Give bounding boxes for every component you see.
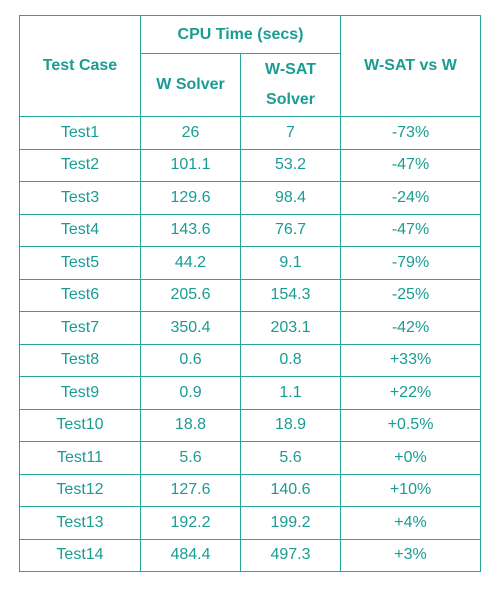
cell-w-sat-vs-w: -73% (340, 116, 482, 150)
cell-test-case: Test9 (19, 376, 141, 410)
cell-w-solver: 143.6 (140, 213, 241, 247)
header-w-sat-solver: W-SAT Solver (239, 53, 342, 117)
cell-test-case: Test7 (19, 311, 141, 345)
cell-test-case: Test5 (19, 246, 141, 280)
table-body: Test1 26 7 -73% Test2 101.1 53.2 -47% Test3 129.6… (19, 116, 482, 572)
cell-w-sat-solver: 53.2 (239, 148, 342, 182)
cell-w-solver: 205.6 (140, 278, 241, 312)
cell-w-solver: 5.6 (140, 441, 241, 475)
cell-w-sat-vs-w: +10% (340, 473, 482, 507)
cell-w-sat-solver: 76.7 (239, 213, 342, 247)
cell-w-solver: 350.4 (140, 311, 241, 345)
cell-w-sat-solver: 98.4 (239, 181, 342, 215)
cell-w-sat-vs-w: +3% (340, 538, 482, 572)
header-w-sat-vs-w: W-SAT vs W (340, 15, 482, 117)
cell-w-sat-solver: 140.6 (239, 473, 342, 507)
cell-w-sat-vs-w: -25% (340, 278, 482, 312)
table-row: Test7 350.4 203.1 -42% (19, 311, 482, 345)
table-row: Test1 26 7 -73% (19, 116, 482, 150)
header-cpu-time: CPU Time (secs) (139, 15, 342, 54)
cell-test-case: Test3 (19, 181, 141, 215)
cell-w-sat-vs-w: +33% (340, 343, 482, 377)
cell-test-case: Test10 (19, 408, 141, 442)
cell-w-sat-vs-w: -47% (340, 148, 482, 182)
table-row: Test10 18.8 18.9 +0.5% (19, 408, 482, 442)
table-row: Test14 484.4 497.3 +3% (19, 538, 482, 572)
cell-w-sat-solver: 1.1 (239, 376, 342, 410)
header-w-solver: W Solver (140, 53, 241, 117)
cell-w-solver: 18.8 (140, 408, 241, 442)
table-row: Test11 5.6 5.6 +0% (19, 441, 482, 475)
cell-test-case: Test4 (19, 213, 141, 247)
cell-w-solver: 26 (140, 116, 241, 150)
header-test-case: Test Case (19, 15, 141, 117)
cell-test-case: Test11 (19, 441, 141, 475)
table-row: Test2 101.1 53.2 -47% (19, 148, 482, 182)
cell-w-sat-solver: 9.1 (239, 246, 342, 280)
cell-w-sat-vs-w: -47% (340, 213, 482, 247)
cell-w-sat-solver: 154.3 (239, 278, 342, 312)
cell-w-sat-vs-w: +22% (340, 376, 482, 410)
cell-w-sat-solver: 7 (239, 116, 342, 150)
cell-w-sat-solver: 18.9 (239, 408, 342, 442)
cell-test-case: Test12 (19, 473, 141, 507)
cell-w-solver: 129.6 (140, 181, 241, 215)
cell-w-sat-vs-w: +0.5% (340, 408, 482, 442)
table-row: Test6 205.6 154.3 -25% (19, 278, 482, 312)
cell-w-solver: 127.6 (140, 473, 241, 507)
cell-w-sat-solver: 203.1 (239, 311, 342, 345)
table-row: Test4 143.6 76.7 -47% (19, 213, 482, 247)
table-row: Test5 44.2 9.1 -79% (19, 246, 482, 280)
cell-w-sat-vs-w: -42% (340, 311, 482, 345)
cell-w-solver: 192.2 (140, 506, 241, 540)
cell-w-solver: 0.6 (140, 343, 241, 377)
cpu-time-table: Test Case CPU Time (secs) W-SAT vs W W S… (19, 15, 482, 572)
cell-w-solver: 44.2 (140, 246, 241, 280)
cell-w-sat-vs-w: -79% (340, 246, 482, 280)
cell-test-case: Test13 (19, 506, 141, 540)
cpu-time-table-container: Test Case CPU Time (secs) W-SAT vs W W S… (19, 15, 482, 572)
cell-test-case: Test6 (19, 278, 141, 312)
table-row: Test12 127.6 140.6 +10% (19, 473, 482, 507)
cell-test-case: Test14 (19, 538, 141, 572)
cell-test-case: Test1 (19, 116, 141, 150)
table-row: Test3 129.6 98.4 -24% (19, 181, 482, 215)
cell-w-sat-vs-w: +0% (340, 441, 482, 475)
cell-w-solver: 0.9 (140, 376, 241, 410)
cell-w-sat-solver: 0.8 (239, 343, 342, 377)
cell-w-solver: 101.1 (140, 148, 241, 182)
cell-w-sat-vs-w: +4% (340, 506, 482, 540)
table-row: Test13 192.2 199.2 +4% (19, 506, 482, 540)
table-row: Test9 0.9 1.1 +22% (19, 376, 482, 410)
cell-test-case: Test2 (19, 148, 141, 182)
cell-test-case: Test8 (19, 343, 141, 377)
cell-w-sat-solver: 199.2 (239, 506, 342, 540)
cell-w-sat-solver: 497.3 (239, 538, 342, 572)
cell-w-sat-solver: 5.6 (239, 441, 342, 475)
table-row: Test8 0.6 0.8 +33% (19, 343, 482, 377)
cell-w-sat-vs-w: -24% (340, 181, 482, 215)
cell-w-solver: 484.4 (140, 538, 241, 572)
